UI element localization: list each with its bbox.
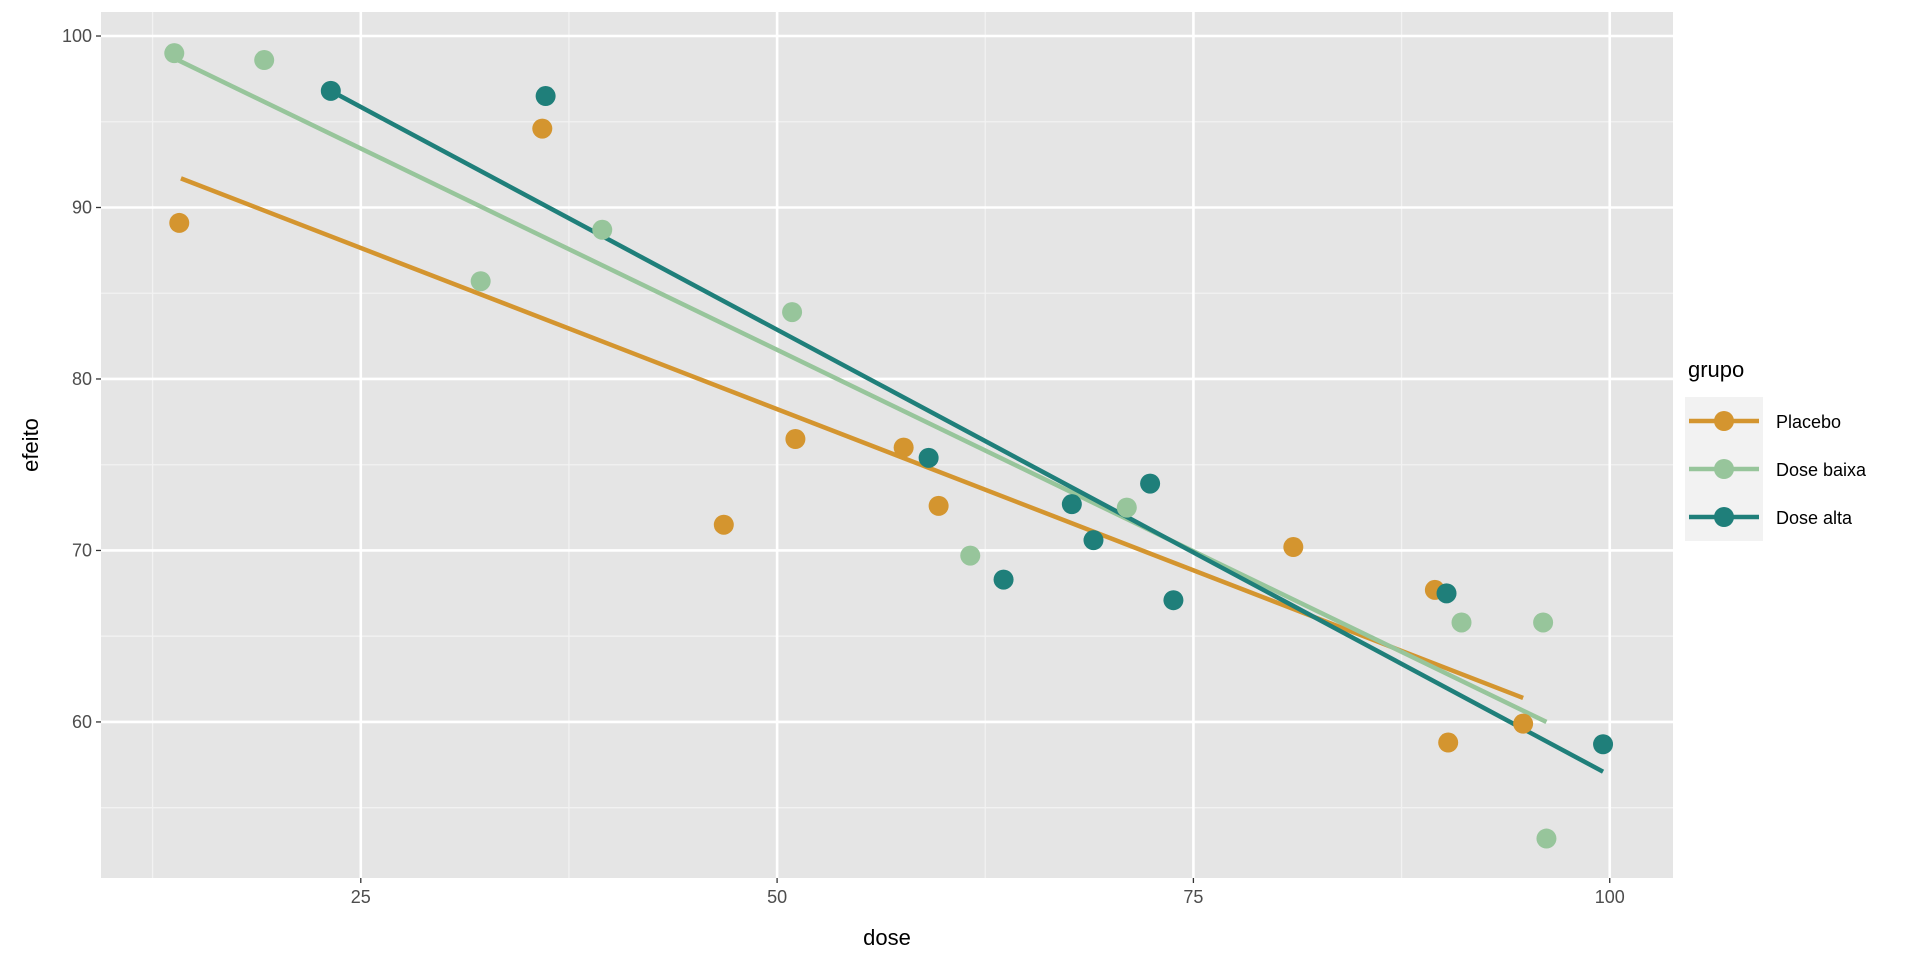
point-placebo bbox=[532, 118, 553, 139]
point-dose-baixa bbox=[1536, 828, 1557, 849]
point-dose-alta bbox=[918, 447, 939, 468]
x-tick-label: 25 bbox=[351, 887, 371, 907]
y-axis-ticks: 60 70 80 90 100 bbox=[62, 26, 101, 732]
point-dose-alta bbox=[993, 569, 1014, 590]
grid-major bbox=[101, 12, 1673, 878]
fit-lines bbox=[173, 56, 1605, 774]
point-placebo bbox=[928, 495, 949, 516]
point-dose-baixa bbox=[592, 219, 613, 240]
x-tick-label: 50 bbox=[767, 887, 787, 907]
fit-line-dose-baixa bbox=[173, 56, 1548, 724]
point-placebo bbox=[893, 437, 914, 458]
point-dose-baixa bbox=[254, 50, 275, 71]
point-dose-alta bbox=[1436, 583, 1457, 604]
point-placebo bbox=[1513, 713, 1534, 734]
y-tick-label: 70 bbox=[72, 540, 92, 560]
point-dose-baixa bbox=[470, 271, 491, 292]
point-placebo bbox=[1438, 732, 1459, 753]
point-dose-alta bbox=[1061, 494, 1082, 515]
point-dose-baixa bbox=[960, 545, 981, 566]
point-dose-alta bbox=[1163, 590, 1184, 611]
x-axis-title: dose bbox=[863, 925, 911, 950]
legend-label-dose-baixa: Dose baixa bbox=[1776, 460, 1867, 480]
x-axis-ticks: 25 50 75 100 bbox=[351, 878, 1625, 907]
point-dose-baixa bbox=[164, 43, 185, 64]
legend-label-placebo: Placebo bbox=[1776, 412, 1841, 432]
y-tick-label: 90 bbox=[72, 197, 92, 217]
data-points bbox=[164, 43, 1614, 849]
fit-line-dose-alta bbox=[329, 88, 1605, 774]
point-placebo bbox=[1283, 537, 1304, 558]
point-placebo bbox=[713, 514, 734, 535]
y-tick-label: 60 bbox=[72, 712, 92, 732]
legend-key-point bbox=[1714, 507, 1734, 527]
y-tick-label: 100 bbox=[62, 26, 92, 46]
point-dose-baixa bbox=[1451, 612, 1472, 633]
x-tick-label: 75 bbox=[1183, 887, 1203, 907]
legend-key-point bbox=[1714, 411, 1734, 431]
x-tick-label: 100 bbox=[1595, 887, 1625, 907]
legend: grupo Placebo Dose baixa Dose alta bbox=[1685, 357, 1867, 541]
legend-label-dose-alta: Dose alta bbox=[1776, 508, 1853, 528]
legend-key-point bbox=[1714, 459, 1734, 479]
plot-panel bbox=[101, 12, 1673, 878]
point-dose-alta bbox=[320, 80, 341, 101]
y-axis-title: efeito bbox=[18, 418, 43, 472]
point-placebo bbox=[169, 212, 190, 233]
point-placebo bbox=[785, 428, 806, 449]
point-dose-baixa bbox=[1533, 612, 1554, 633]
legend-title: grupo bbox=[1688, 357, 1744, 382]
point-dose-alta bbox=[1083, 530, 1104, 551]
point-dose-baixa bbox=[1116, 497, 1137, 518]
point-dose-alta bbox=[1593, 734, 1614, 755]
point-dose-alta bbox=[1140, 473, 1161, 494]
grid-minor bbox=[101, 12, 1673, 878]
y-tick-label: 80 bbox=[72, 369, 92, 389]
point-dose-alta bbox=[535, 86, 556, 107]
point-dose-baixa bbox=[782, 302, 803, 323]
